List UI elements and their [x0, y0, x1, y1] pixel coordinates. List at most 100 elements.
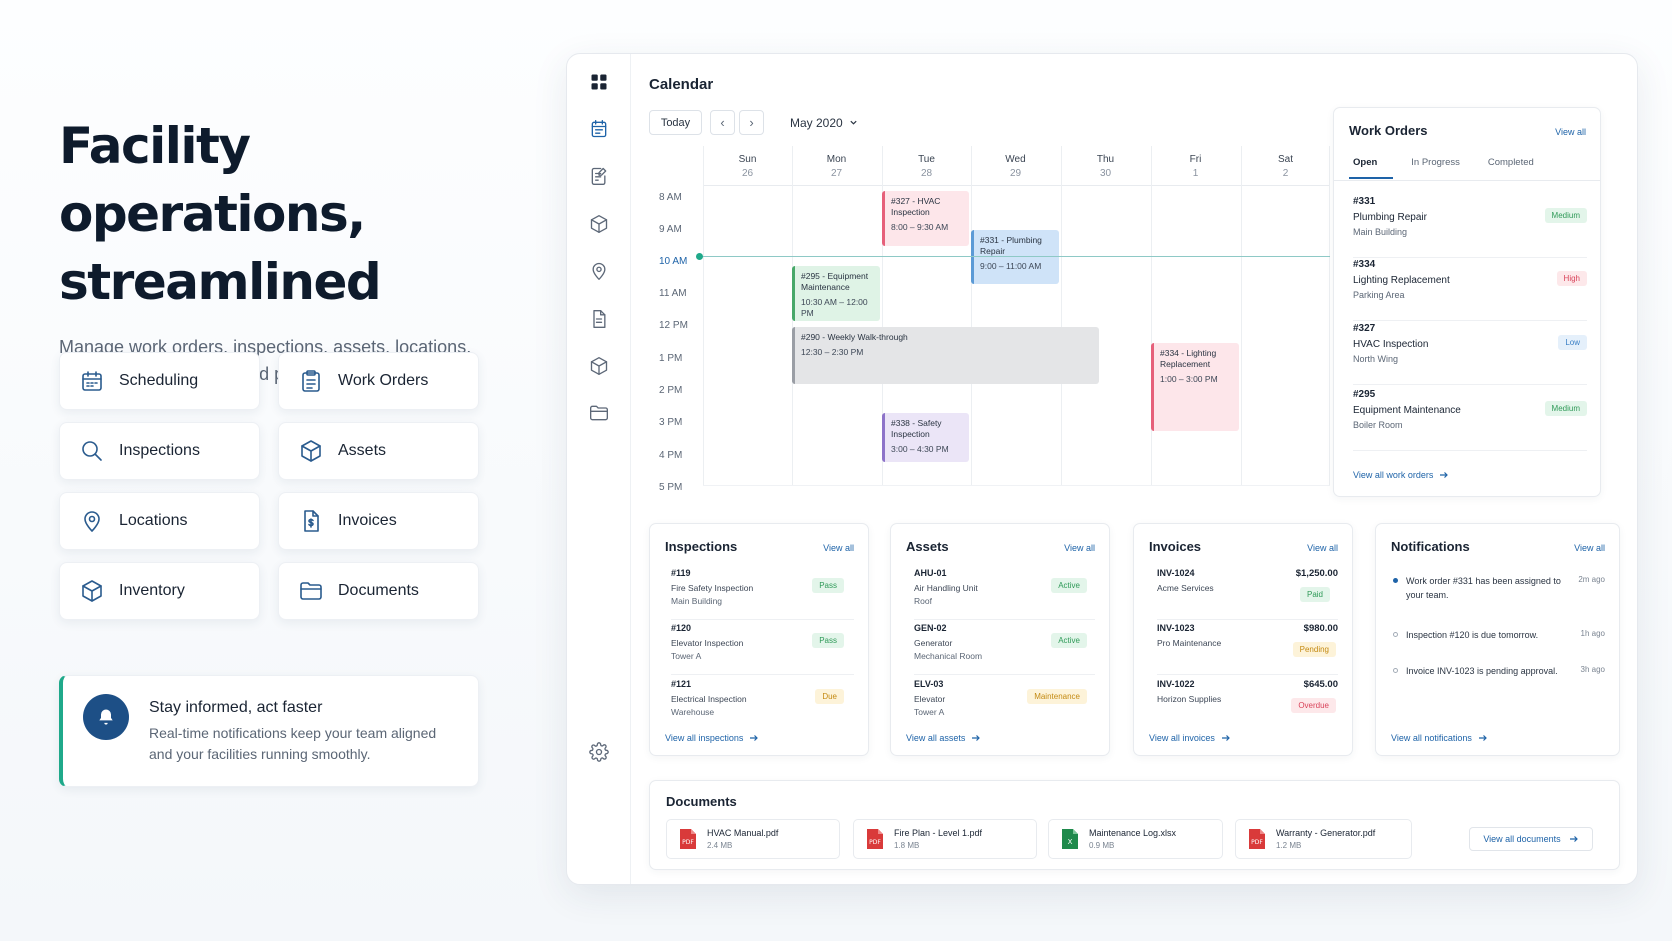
list-item[interactable]: #331 Plumbing Repair Main Building Mediu… — [1353, 196, 1587, 258]
prev-button[interactable]: ‹ — [710, 110, 735, 135]
rail-item-inventory[interactable] — [587, 354, 611, 378]
table-row[interactable]: #119 Fire Safety Inspection Main Buildin… — [671, 568, 854, 620]
documents-card: Documents PDF HVAC Manual.pdf 2.4 MB PDF … — [649, 780, 1620, 870]
invoice-amount: $980.00 — [1303, 623, 1338, 634]
inspection-id: #119 — [671, 568, 691, 578]
table-row[interactable]: #120 Elevator Inspection Tower A Pass — [671, 623, 854, 675]
hero-title: Facility operations, streamlined — [59, 112, 559, 316]
view-all-link[interactable]: View all — [1307, 543, 1338, 553]
pdf-file-icon: PDF — [1249, 829, 1265, 849]
feature-locations[interactable]: Locations — [59, 492, 260, 550]
today-button[interactable]: Today — [649, 110, 702, 135]
grid-line — [1151, 146, 1152, 486]
event-334-lighting-replacement[interactable]: #334 - Lighting Replacement 1:00 – 3:00 P… — [1151, 343, 1239, 431]
feature-scheduling[interactable]: Scheduling — [59, 352, 260, 410]
rail-item-calendar[interactable] — [582, 112, 616, 146]
tab-in-progress[interactable]: In Progress — [1411, 157, 1460, 168]
calendar-day-header: Sun 26 Mon 27 Tue 28 Wed 29 Thu 30 Fri 1 Sat 2 — [703, 146, 1330, 186]
sidebar-rail — [567, 54, 631, 884]
tab-open[interactable]: Open — [1349, 157, 1394, 179]
feature-label: Scheduling — [119, 372, 199, 389]
feature-label: Documents — [338, 582, 419, 599]
cube-icon — [82, 580, 102, 602]
priority-badge: Low — [1558, 335, 1587, 350]
event-title: #295 - Equipment Maintenance — [801, 271, 869, 292]
notification-item[interactable]: Invoice INV-1023 is pending approval. 3h… — [1391, 664, 1605, 678]
rail-item-assets[interactable] — [587, 212, 611, 236]
rail-item-invoices[interactable] — [587, 307, 611, 331]
document-item[interactable]: PDF HVAC Manual.pdf 2.4 MB — [666, 819, 840, 859]
event-295-equipment-maintenance[interactable]: #295 - Equipment Maintenance 10:30 AM – 1… — [792, 266, 880, 321]
feature-assets[interactable]: Assets — [278, 422, 479, 480]
list-item[interactable]: #327 HVAC Inspection North Wing Low — [1353, 323, 1587, 385]
day-header-wed: Wed 29 — [971, 154, 1060, 179]
view-all-notifications-link[interactable]: View all notifications — [1391, 733, 1488, 743]
view-all-link[interactable]: View all — [1064, 543, 1095, 553]
time-label: 4 PM — [659, 450, 683, 461]
view-all-link[interactable]: View all — [1555, 127, 1586, 137]
table-row[interactable]: INV-1022 Horizon Supplies $645.00 Overdu… — [1157, 679, 1338, 731]
priority-badge: Medium — [1544, 208, 1587, 223]
month-selector[interactable]: May 2020 — [790, 116, 858, 130]
rail-item-dashboard[interactable] — [587, 70, 611, 94]
next-button[interactable]: › — [739, 110, 764, 135]
document-name: HVAC Manual.pdf — [707, 828, 779, 838]
document-item[interactable]: PDF Fire Plan - Level 1.pdf 1.8 MB — [853, 819, 1037, 859]
notification-item[interactable]: Inspection #120 is due tomorrow. 1h ago — [1391, 628, 1605, 642]
view-all-invoices-link[interactable]: View all invoices — [1149, 733, 1231, 743]
notification-item[interactable]: Work order #331 has been assigned to you… — [1391, 574, 1605, 602]
view-all-work-orders-link[interactable]: View all work orders — [1353, 470, 1449, 480]
rail-item-settings[interactable] — [587, 740, 611, 764]
bell-icon-badge — [83, 694, 129, 740]
feature-inventory[interactable]: Inventory — [59, 562, 260, 620]
document-item[interactable]: X Maintenance Log.xlsx 0.9 MB — [1048, 819, 1223, 859]
rail-item-locations[interactable] — [587, 259, 611, 283]
folder-icon — [590, 405, 608, 421]
invoices-card: Invoices View all INV-1024 Acme Services… — [1133, 523, 1353, 756]
event-331-plumbing-repair[interactable]: #331 - Plumbing Repair 9:00 – 11:00 AM — [971, 230, 1059, 284]
event-290-weekly-walk-through[interactable]: #290 - Weekly Walk-through 12:30 – 2:30 P… — [792, 327, 1099, 384]
view-all-documents-button[interactable]: View all documents — [1469, 827, 1593, 851]
inspection-location: Main Building — [671, 596, 723, 606]
view-all-link[interactable]: View all — [823, 543, 854, 553]
list-item[interactable]: #334 Lighting Replacement Parking Area H… — [1353, 259, 1587, 321]
feature-inspections[interactable]: Inspections — [59, 422, 260, 480]
list-item[interactable]: #295 Equipment Maintenance Boiler Room M… — [1353, 389, 1587, 451]
document-item[interactable]: PDF Warranty - Generator.pdf 1.2 MB — [1235, 819, 1412, 859]
day-date: 27 — [830, 168, 843, 179]
card-title: Work Orders — [1349, 123, 1428, 138]
asset-location: Mechanical Room — [914, 651, 983, 661]
event-327-hvac-inspection[interactable]: #327 - HVAC Inspection 8:00 – 9:30 AM — [882, 191, 969, 246]
tab-completed[interactable]: Completed — [1487, 157, 1534, 168]
table-row[interactable]: #121 Electrical Inspection Warehouse Due — [671, 679, 854, 731]
tab-divider — [1334, 180, 1600, 181]
day-date: 29 — [1009, 168, 1022, 179]
view-all-assets-link[interactable]: View all assets — [906, 733, 981, 743]
day-date: 30 — [1099, 168, 1112, 179]
event-title: #327 - HVAC Inspection — [891, 196, 941, 217]
rail-item-work-orders[interactable] — [587, 164, 611, 188]
table-row[interactable]: INV-1023 Pro Maintenance $980.00 Pending — [1157, 623, 1338, 675]
unread-dot — [1393, 578, 1398, 583]
view-all-inspections-link[interactable]: View all inspections — [665, 733, 759, 743]
feature-documents[interactable]: Documents — [278, 562, 479, 620]
rail-item-documents[interactable] — [587, 401, 611, 425]
table-row[interactable]: GEN-02 Generator Mechanical Room Active — [914, 623, 1095, 675]
table-row[interactable]: INV-1024 Acme Services $1,250.00 Paid — [1157, 568, 1338, 620]
notification-text: Work order #331 has been assigned to you… — [1406, 576, 1561, 600]
day-date: 1 — [1192, 168, 1199, 179]
card-title: Inspections — [665, 539, 738, 554]
feature-work-orders[interactable]: Work Orders — [278, 352, 479, 410]
view-all-link[interactable]: View all — [1574, 543, 1605, 553]
asset-id: GEN-02 — [914, 623, 947, 633]
feature-invoices[interactable]: Invoices — [278, 492, 479, 550]
clipboard-icon — [302, 370, 320, 392]
table-row[interactable]: AHU-01 Air Handling Unit Roof Active — [914, 568, 1095, 620]
map-pin-icon — [592, 262, 606, 280]
event-time: 10:30 AM – 12:00 PM — [801, 297, 868, 318]
asset-name: Generator — [914, 638, 953, 648]
asset-name: Air Handling Unit — [914, 583, 978, 593]
event-338-safety-inspection[interactable]: #338 - Safety Inspection 3:00 – 4:30 PM — [882, 413, 969, 462]
arrow-right-icon — [1569, 836, 1578, 842]
table-row[interactable]: ELV-03 Elevator Tower A Maintenance — [914, 679, 1095, 731]
